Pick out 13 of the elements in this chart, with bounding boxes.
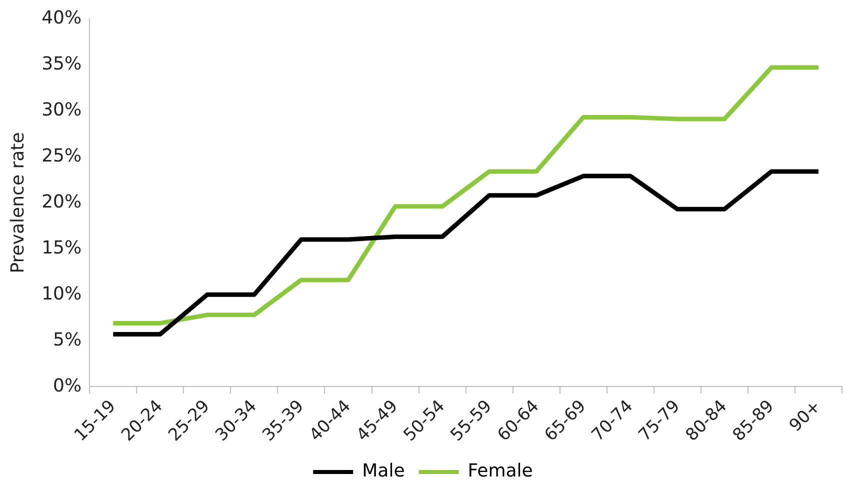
y-tick-label: 20%: [42, 191, 82, 212]
y-tick-label: 0%: [53, 375, 82, 396]
y-tick-label: 15%: [42, 237, 82, 258]
y-tick-label: 30%: [42, 99, 82, 120]
y-tick-label: 5%: [53, 329, 82, 350]
y-tick-label: 40%: [42, 7, 82, 28]
y-tick-label: 25%: [42, 145, 82, 166]
x-tick-label: 90+: [786, 396, 826, 436]
legend-label: Female: [468, 460, 533, 482]
y-tick-label: 10%: [42, 283, 82, 304]
y-axis-title: Prevalence rate: [7, 132, 28, 274]
legend-label: Male: [362, 460, 405, 482]
y-tick-label: 35%: [42, 53, 82, 74]
